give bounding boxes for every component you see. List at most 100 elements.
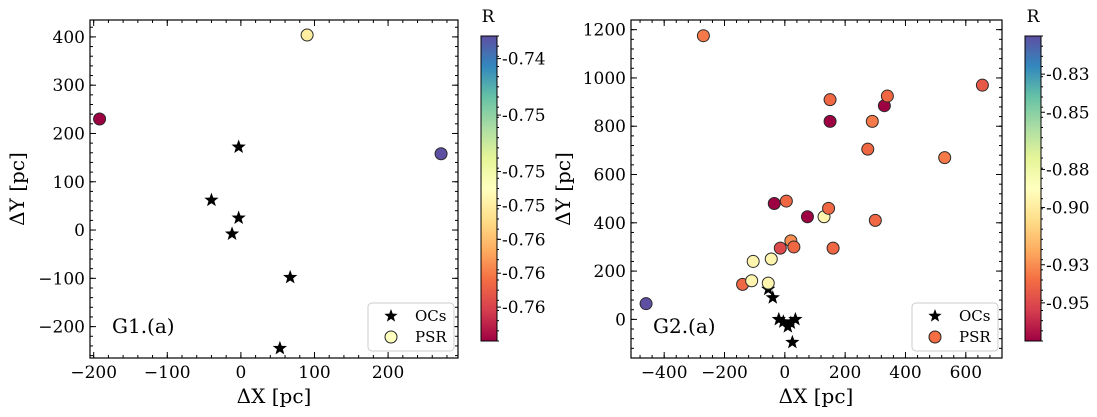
x-tick-label: 200 [829, 363, 861, 383]
y-axis-label-g1: ΔY [pc] [5, 152, 29, 226]
psr-point [787, 240, 801, 254]
oc-star-point [283, 269, 298, 284]
oc-star-point [224, 226, 240, 240]
colorbar-tick-label: -0.76 [502, 264, 546, 284]
legend-g1: OCs PSR [367, 302, 455, 352]
psr-point [800, 210, 814, 224]
oc-star-point [231, 210, 246, 225]
colorbar-label-g1: R [482, 7, 496, 27]
colorbar-tick-label: -0.75 [502, 163, 546, 183]
panel-label-g1: G1.(a) [112, 314, 175, 338]
psr-point [746, 254, 760, 268]
legend-star-icon-g2 [928, 309, 942, 322]
legend-g2: OCs PSR [911, 302, 999, 352]
panel-label-g2: G2.(a) [653, 314, 716, 338]
y-tick-label: −200 [38, 318, 85, 338]
colorbar-tick-label: -0.83 [1046, 65, 1090, 85]
axis-ticks-g1: −200 −100 0 100 200 −200 −100 0 100 200 300 400 [38, 20, 458, 383]
y-tick-label: 0 [615, 310, 626, 330]
oc-star-point [231, 139, 246, 154]
colorbar-tick-label: -0.88 [1046, 160, 1090, 180]
psr-point [764, 252, 778, 266]
psr-point [300, 28, 314, 42]
oc-star-point [776, 314, 791, 328]
data-marks-g1 [93, 28, 448, 355]
y-tick-label: 600 [594, 166, 626, 186]
legend-entry-psr-g1: PSR [415, 328, 447, 346]
y-tick-label: −100 [38, 269, 85, 289]
colorbar-tick-label: -0.74 [502, 50, 546, 70]
psr-point [779, 194, 793, 208]
x-tick-label: 0 [235, 363, 246, 383]
psr-point [696, 29, 710, 43]
legend-entry-ocs-g2: OCs [959, 307, 990, 325]
legend-circle-icon-g1 [384, 330, 398, 344]
x-axis-label-g2: ΔX [pc] [779, 384, 854, 408]
x-tick-label: 200 [372, 363, 404, 383]
oc-star-point [783, 315, 798, 330]
psr-point [745, 274, 759, 288]
y-tick-label: 0 [74, 221, 85, 241]
legend-circle-icon-g2 [928, 330, 942, 344]
y-tick-label: 200 [53, 124, 85, 144]
x-tick-label: 100 [298, 363, 330, 383]
colorbar-ticks-g1: -0.74 -0.75 -0.75 -0.75 -0.76 -0.76 -0.76 [497, 35, 546, 342]
oc-star-point [272, 340, 288, 355]
x-tick-label: −400 [641, 363, 688, 383]
psr-point [823, 93, 837, 107]
colorbar-bar-g1 [480, 35, 498, 342]
legend-entry-psr-g2: PSR [959, 328, 991, 346]
psr-point [826, 241, 840, 255]
panel-g1: −200 −100 0 100 200 −200 −100 0 100 200 300 400 G1.… [5, 7, 546, 408]
colorbar-bar-g2 [1024, 35, 1042, 342]
x-tick-label: 400 [889, 363, 921, 383]
y-tick-label: 300 [53, 76, 85, 96]
y-tick-label: 200 [594, 262, 626, 282]
x-tick-label: −200 [70, 363, 117, 383]
y-tick-label: 400 [594, 214, 626, 234]
psr-point [822, 201, 836, 215]
plot-frame-g2 [630, 19, 1003, 359]
y-tick-label: 400 [53, 28, 85, 48]
oc-star-point [788, 311, 803, 326]
x-tick-label: −200 [701, 363, 748, 383]
colorbar-ticks-g2: -0.83 -0.85 -0.88 -0.90 -0.93 -0.95 [1041, 35, 1090, 342]
data-marks-g2 [639, 29, 989, 349]
colorbar-label-g2: R [1027, 7, 1041, 27]
colorbar-tick-label: -0.75 [502, 196, 546, 216]
oc-star-point [765, 290, 780, 304]
psr-point [938, 151, 952, 165]
colorbar-tick-label: -0.76 [502, 298, 546, 318]
y-tick-label: 1200 [583, 21, 626, 41]
psr-point [767, 196, 781, 210]
colorbar-tick-label: -0.76 [502, 230, 546, 250]
panel-g2: −400 −200 0 200 400 600020040060080010001200 … [551, 7, 1090, 408]
colorbar-tick-label: -0.90 [1046, 199, 1090, 219]
colorbar-tick-label: -0.93 [1046, 256, 1090, 276]
psr-point [975, 78, 989, 92]
psr-point [93, 112, 107, 126]
x-tick-label: −100 [144, 363, 191, 383]
y-axis-label-g2: ΔY [pc] [551, 152, 575, 226]
colorbar-g2: R -0.83 -0.85 -0.88 -0.90 -0.93 -0.95 [1024, 7, 1090, 342]
colorbar-tick-label: -0.75 [502, 106, 546, 126]
psr-point [823, 114, 837, 128]
y-tick-label: 800 [594, 117, 626, 137]
psr-point [773, 241, 787, 255]
y-tick-label: 100 [53, 173, 85, 193]
oc-star-point [771, 311, 786, 326]
oc-star-point [785, 334, 800, 349]
psr-point [861, 142, 875, 156]
y-tick-label: 1000 [583, 69, 626, 89]
plot-frame-g1 [89, 19, 459, 359]
x-axis-label-g1: ΔX [pc] [237, 384, 312, 408]
legend-star-icon-g1 [384, 309, 398, 322]
oc-star-point [204, 192, 219, 207]
colorbar-tick-label: -0.85 [1046, 103, 1090, 123]
colorbar-tick-label: -0.95 [1046, 294, 1090, 314]
colorbar-g1: R -0.74 -0.75 -0.75 -0.75 -0.76 -0.76 -0.76 [480, 7, 546, 342]
psr-point [868, 213, 882, 227]
psr-point [639, 297, 653, 311]
axis-ticks-g2: −400 −200 0 200 400 600 0 200 400 600 800 1000 1200 [583, 19, 1003, 383]
